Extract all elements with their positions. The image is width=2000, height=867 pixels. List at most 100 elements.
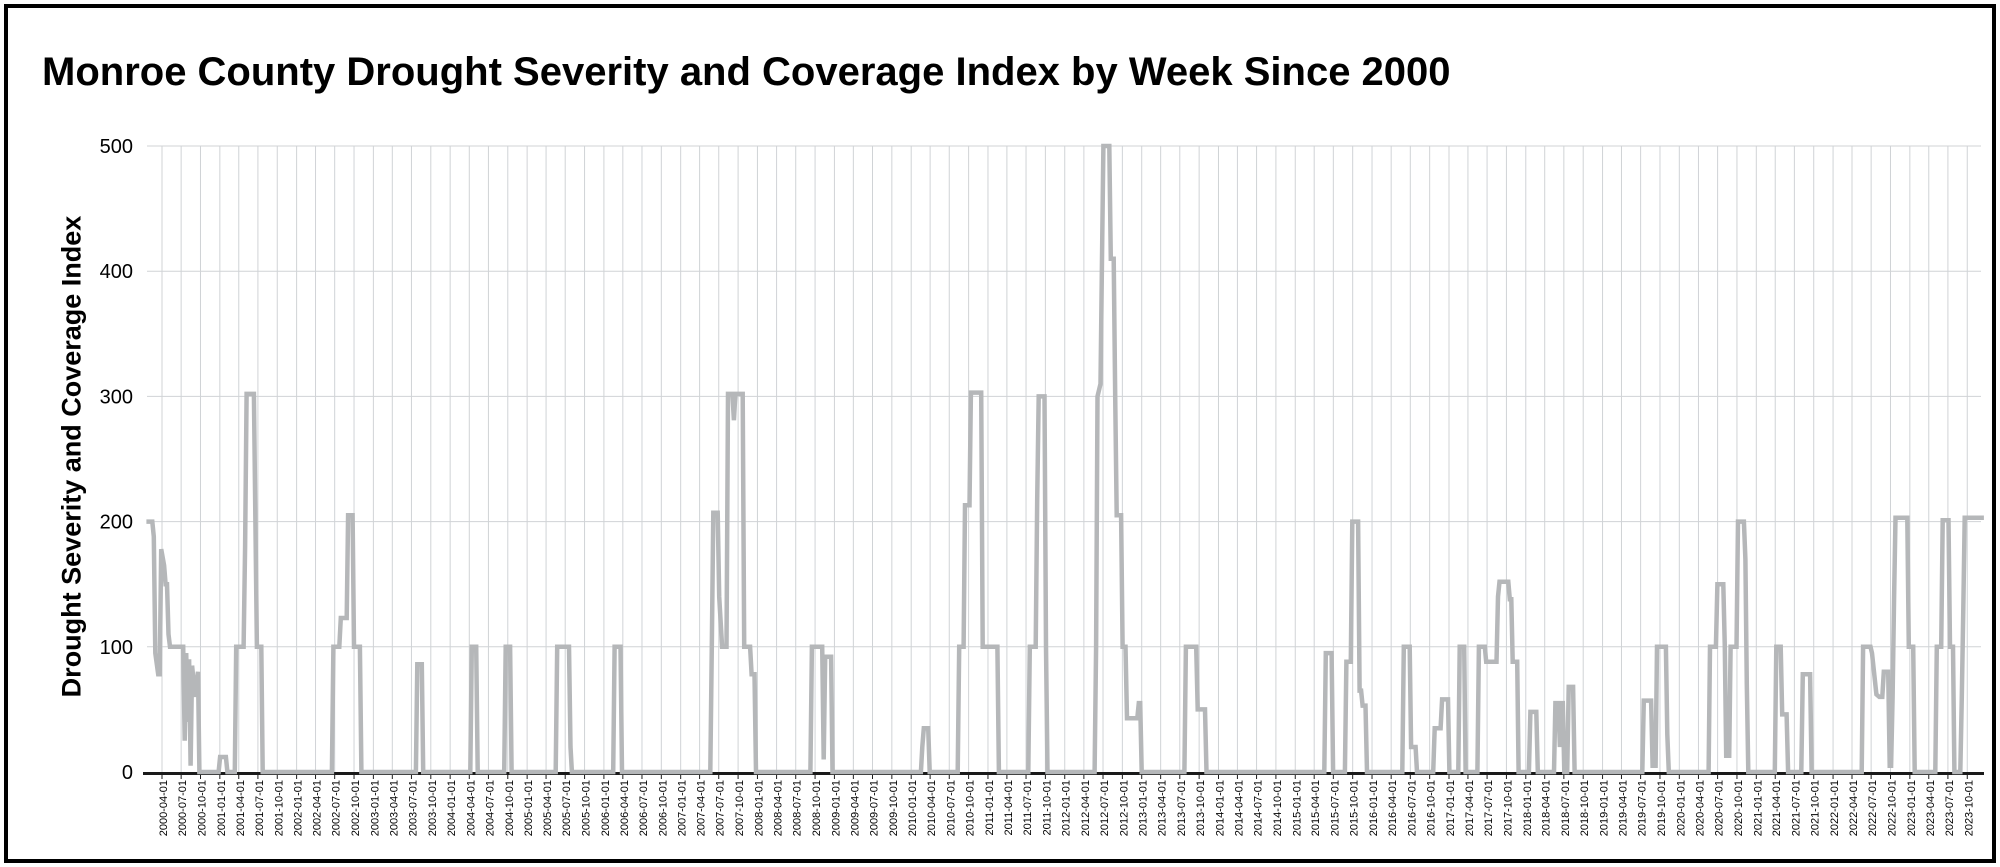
y-axis-title: Drought Severity and Coverage Index <box>56 215 87 698</box>
x-tick-label: 2006-10-01 <box>657 780 669 836</box>
x-tick-label: 2010-04-01 <box>926 780 938 836</box>
x-tick-label: 2019-01-01 <box>1599 780 1611 836</box>
x-tick-label: 2002-04-01 <box>312 780 324 836</box>
x-tick-label: 2002-07-01 <box>331 780 343 836</box>
x-tick-label: 2006-01-01 <box>600 780 612 836</box>
x-tick-label: 2020-04-01 <box>1694 780 1706 836</box>
y-tick-label: 300 <box>100 386 133 408</box>
x-tick-label: 2008-07-01 <box>792 780 804 836</box>
x-tick-label: 2022-04-01 <box>1848 780 1860 836</box>
x-tick-label: 2015-01-01 <box>1291 780 1303 836</box>
x-tick-label: 2003-04-01 <box>388 780 400 836</box>
x-tick-label: 2007-07-01 <box>715 780 727 836</box>
x-tick-label: 2020-07-01 <box>1714 780 1726 836</box>
y-tick-label: 500 <box>100 136 133 158</box>
x-tick-label: 2020-10-01 <box>1733 780 1745 836</box>
x-tick-label: 2007-01-01 <box>677 780 689 836</box>
x-tick-label: 2021-04-01 <box>1771 780 1783 836</box>
x-tick-label: 2013-07-01 <box>1176 780 1188 836</box>
x-tick-label: 2016-07-01 <box>1406 780 1418 836</box>
x-tick-label: 2013-01-01 <box>1138 780 1150 836</box>
x-tick-label: 2002-10-01 <box>350 780 362 836</box>
x-tick-label: 2021-07-01 <box>1790 780 1802 836</box>
x-tick-label: 2023-10-01 <box>1963 780 1975 836</box>
x-tick-label: 2011-04-01 <box>1003 780 1015 835</box>
x-tick-label: 2001-07-01 <box>254 780 266 836</box>
x-tick-label: 2019-04-01 <box>1617 780 1629 836</box>
x-tick-label: 2017-07-01 <box>1483 780 1495 836</box>
x-tick-label: 2009-07-01 <box>868 780 880 836</box>
x-tick-label: 2015-04-01 <box>1310 780 1322 836</box>
x-tick-label: 2012-10-01 <box>1118 780 1130 836</box>
x-tick-label: 2008-01-01 <box>753 780 765 836</box>
x-tick-label: 2005-04-01 <box>542 780 554 836</box>
x-tick-label: 2023-04-01 <box>1925 780 1937 836</box>
x-tick-label: 2005-10-01 <box>581 780 593 836</box>
x-tick-label: 2007-10-01 <box>734 780 746 836</box>
x-tick-label: 2003-10-01 <box>427 780 439 836</box>
x-tick-label: 2010-07-01 <box>945 780 957 836</box>
x-tick-label: 2014-01-01 <box>1214 780 1226 836</box>
x-tick-label: 2013-04-01 <box>1157 780 1169 836</box>
y-tick-label: 100 <box>100 637 133 659</box>
x-tick-label: 2004-07-01 <box>484 780 496 836</box>
x-tick-label: 2009-01-01 <box>830 780 842 836</box>
x-tick-label: 2021-10-01 <box>1810 780 1822 836</box>
x-tick-label: 2004-10-01 <box>504 780 516 836</box>
x-tick-label: 2016-04-01 <box>1387 780 1399 836</box>
x-tick-label: 2018-01-01 <box>1522 780 1534 836</box>
x-tick-label: 2021-01-01 <box>1752 780 1764 836</box>
x-tick-label: 2022-07-01 <box>1867 780 1879 836</box>
x-tick-label: 2014-07-01 <box>1253 780 1265 836</box>
x-tick-label: 2020-01-01 <box>1675 780 1687 836</box>
x-tick-label: 2014-04-01 <box>1233 780 1245 836</box>
y-tick-label: 400 <box>100 261 133 283</box>
x-tick-label: 2014-10-01 <box>1272 780 1284 836</box>
x-tick-label: 2017-04-01 <box>1464 780 1476 836</box>
x-tick-label: 2017-01-01 <box>1445 780 1457 836</box>
x-tick-label: 2010-10-01 <box>965 780 977 836</box>
x-tick-label: 2010-01-01 <box>907 780 919 836</box>
x-tick-label: 2011-10-01 <box>1041 780 1053 835</box>
x-tick-label: 2009-10-01 <box>888 780 900 836</box>
dsci-line <box>146 143 1984 775</box>
x-tick-label: 2011-01-01 <box>984 780 996 835</box>
x-tick-label: 2000-04-01 <box>158 780 170 836</box>
x-tick-label: 2001-04-01 <box>235 780 247 836</box>
x-tick-label: 2019-10-01 <box>1656 780 1668 836</box>
x-tick-label: 2022-10-01 <box>1886 780 1898 836</box>
x-tick-label: 2012-07-01 <box>1099 780 1111 836</box>
x-tick-label: 2005-07-01 <box>561 780 573 836</box>
x-tick-label: 2012-01-01 <box>1061 780 1073 836</box>
x-tick-label: 2008-04-01 <box>773 780 785 836</box>
x-tick-label: 2016-10-01 <box>1426 780 1438 836</box>
y-tick-label: 0 <box>122 762 133 784</box>
x-tick-label: 2001-10-01 <box>273 780 285 836</box>
x-tick-label: 2005-01-01 <box>523 780 535 836</box>
x-tick-label: 2006-07-01 <box>638 780 650 836</box>
x-tick-label: 2015-07-01 <box>1329 780 1341 836</box>
x-tick-label: 2003-07-01 <box>407 780 419 836</box>
x-tick-label: 2012-04-01 <box>1080 780 1092 836</box>
x-tick-label: 2018-10-01 <box>1579 780 1591 836</box>
x-tick-label: 2015-10-01 <box>1349 780 1361 836</box>
x-tick-label: 2017-10-01 <box>1502 780 1514 836</box>
x-tick-label: 2004-01-01 <box>446 780 458 836</box>
x-tick-label: 2009-04-01 <box>849 780 861 836</box>
x-tick-label: 2018-04-01 <box>1541 780 1553 836</box>
x-tick-label: 2016-01-01 <box>1368 780 1380 836</box>
x-tick-label: 2000-10-01 <box>196 780 208 836</box>
x-tick-label: 2004-04-01 <box>465 780 477 836</box>
x-tick-label: 2006-04-01 <box>619 780 631 836</box>
x-tick-label: 2008-10-01 <box>811 780 823 836</box>
x-tick-label: 2023-07-01 <box>1944 780 1956 836</box>
x-tick-label: 2022-01-01 <box>1829 780 1841 836</box>
y-tick-label: 200 <box>100 512 133 534</box>
x-tick-label: 2001-01-01 <box>216 780 228 836</box>
x-tick-label: 2013-10-01 <box>1195 780 1207 836</box>
x-tick-label: 2002-01-01 <box>293 780 305 836</box>
x-tick-label: 2019-07-01 <box>1637 780 1649 836</box>
x-tick-label: 2011-07-01 <box>1022 780 1034 835</box>
